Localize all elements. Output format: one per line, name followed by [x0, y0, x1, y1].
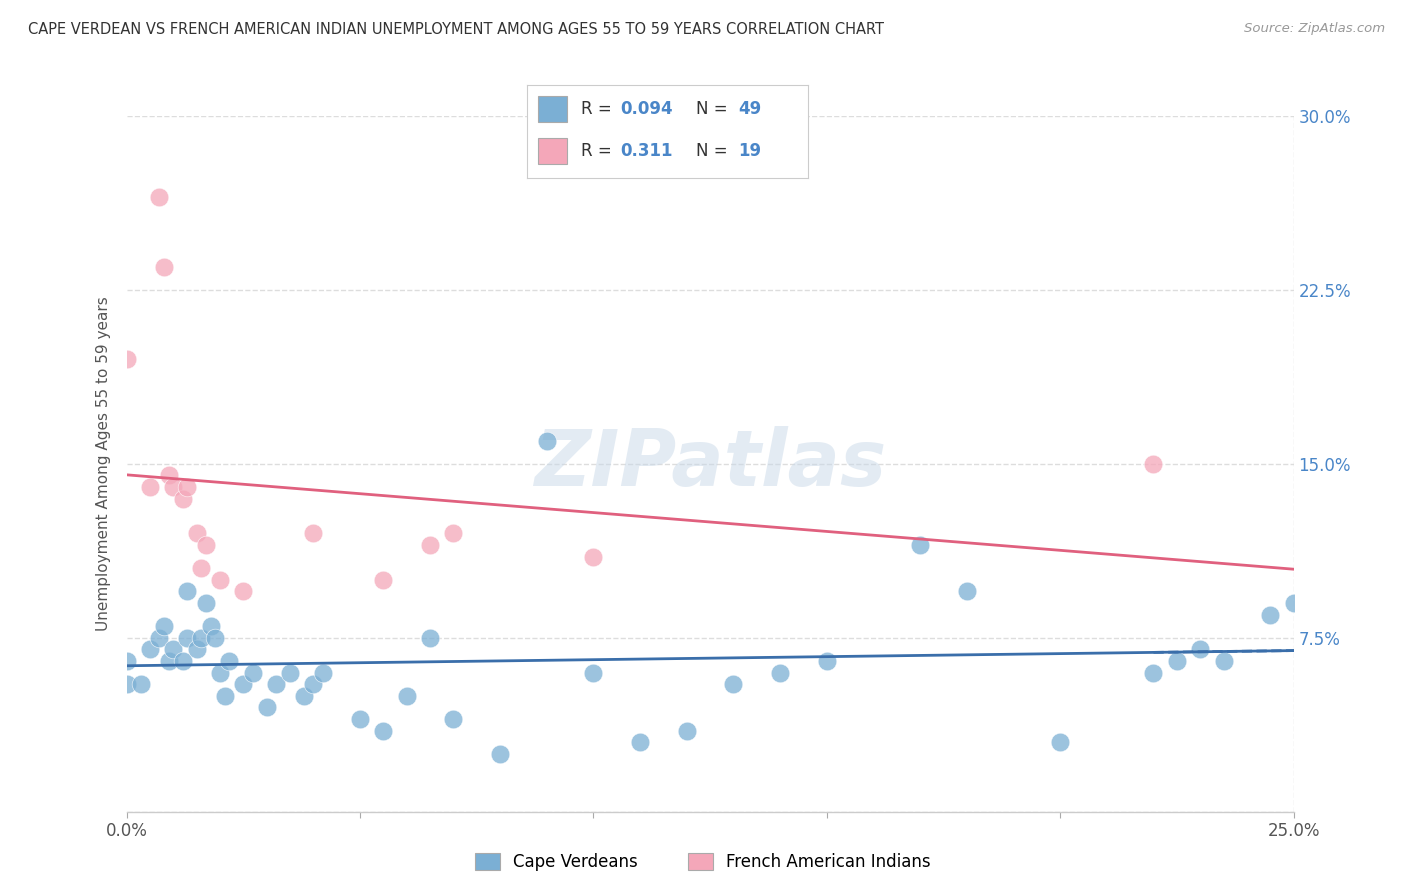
Point: [1142, 457, 1164, 471]
Point: [115, 654, 138, 668]
Point: [1189, 642, 1212, 657]
Point: [675, 723, 697, 738]
Point: [129, 677, 152, 691]
Point: [194, 538, 217, 552]
Point: [302, 677, 325, 691]
Legend: Cape Verdeans, French American Indians: Cape Verdeans, French American Indians: [467, 845, 939, 880]
Point: [157, 468, 180, 483]
Point: [1258, 607, 1281, 622]
Text: R =: R =: [581, 100, 617, 118]
Point: [278, 665, 301, 680]
Point: [115, 352, 138, 367]
Point: [214, 689, 236, 703]
Point: [153, 260, 176, 274]
Point: [186, 526, 208, 541]
Point: [292, 689, 315, 703]
Text: 19: 19: [738, 142, 761, 160]
Point: [194, 596, 217, 610]
Text: ZIPatlas: ZIPatlas: [534, 425, 886, 502]
Point: [148, 190, 170, 204]
Text: Source: ZipAtlas.com: Source: ZipAtlas.com: [1244, 22, 1385, 36]
Point: [302, 526, 325, 541]
Point: [208, 573, 231, 587]
Point: [723, 677, 745, 691]
Point: [115, 677, 138, 691]
Point: [1282, 596, 1305, 610]
Point: [1049, 735, 1071, 749]
Point: [1166, 654, 1188, 668]
Text: 0.311: 0.311: [620, 142, 672, 160]
Point: [176, 480, 198, 494]
Point: [489, 747, 512, 761]
Point: [256, 700, 278, 714]
Point: [176, 584, 198, 599]
Point: [1212, 654, 1234, 668]
Point: [419, 631, 441, 645]
Point: [815, 654, 838, 668]
Text: N =: N =: [696, 142, 733, 160]
Point: [148, 631, 170, 645]
Point: [908, 538, 931, 552]
Point: [628, 735, 651, 749]
Y-axis label: Unemployment Among Ages 55 to 59 years: Unemployment Among Ages 55 to 59 years: [96, 296, 111, 632]
Point: [204, 631, 226, 645]
Point: [395, 689, 418, 703]
Point: [311, 665, 333, 680]
Text: 0.094: 0.094: [620, 100, 672, 118]
Text: CAPE VERDEAN VS FRENCH AMERICAN INDIAN UNEMPLOYMENT AMONG AGES 55 TO 59 YEARS CO: CAPE VERDEAN VS FRENCH AMERICAN INDIAN U…: [28, 22, 884, 37]
Point: [242, 665, 264, 680]
Point: [157, 654, 180, 668]
Point: [162, 642, 184, 657]
Point: [441, 712, 464, 726]
Point: [190, 631, 212, 645]
Point: [264, 677, 287, 691]
Point: [153, 619, 176, 633]
Point: [536, 434, 558, 448]
Text: 49: 49: [738, 100, 762, 118]
Point: [956, 584, 979, 599]
FancyBboxPatch shape: [538, 96, 567, 122]
Point: [186, 642, 208, 657]
Point: [582, 665, 605, 680]
Point: [582, 549, 605, 564]
FancyBboxPatch shape: [538, 138, 567, 164]
Point: [232, 677, 254, 691]
Text: R =: R =: [581, 142, 621, 160]
Point: [208, 665, 231, 680]
Point: [419, 538, 441, 552]
Point: [349, 712, 371, 726]
Point: [190, 561, 212, 575]
Point: [1142, 665, 1164, 680]
Point: [172, 491, 194, 506]
Point: [176, 631, 198, 645]
Text: N =: N =: [696, 100, 733, 118]
Point: [232, 584, 254, 599]
Point: [373, 723, 395, 738]
Point: [172, 654, 194, 668]
Point: [139, 480, 162, 494]
Point: [373, 573, 395, 587]
Point: [441, 526, 464, 541]
Point: [200, 619, 222, 633]
Point: [162, 480, 184, 494]
Point: [139, 642, 162, 657]
Point: [218, 654, 240, 668]
Point: [769, 665, 792, 680]
